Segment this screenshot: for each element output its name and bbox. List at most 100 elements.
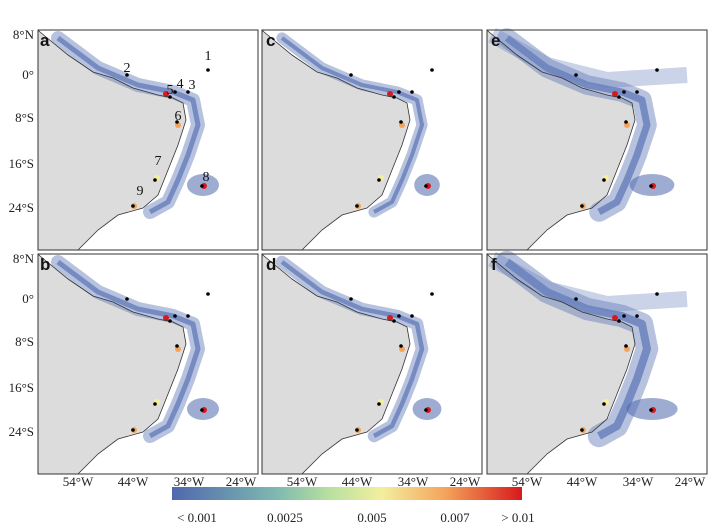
panel-letter: c bbox=[266, 31, 275, 50]
site-number: 3 bbox=[189, 78, 196, 93]
site-dot bbox=[206, 68, 210, 72]
coastline bbox=[37, 253, 187, 475]
land bbox=[487, 254, 635, 474]
site-dot bbox=[397, 90, 401, 94]
colorbar-label: 0.007 bbox=[440, 510, 470, 525]
lat-label: 8°S bbox=[15, 334, 34, 349]
site-number: 4 bbox=[177, 77, 184, 92]
lon-label: 24°W bbox=[226, 474, 257, 489]
site-dot bbox=[355, 428, 359, 432]
panel-letter: e bbox=[491, 31, 500, 50]
hotspot bbox=[612, 91, 618, 97]
site-dot bbox=[410, 314, 414, 318]
site-dot bbox=[580, 204, 584, 208]
site-dot bbox=[175, 120, 179, 124]
map-panel: c bbox=[261, 29, 483, 251]
site-dot bbox=[430, 292, 434, 296]
site-dot bbox=[410, 90, 414, 94]
site-dot bbox=[153, 402, 157, 406]
lon-label: 34°W bbox=[623, 474, 654, 489]
site-dot bbox=[622, 90, 626, 94]
land bbox=[262, 30, 410, 250]
site-dot bbox=[399, 120, 403, 124]
hotspot bbox=[163, 91, 169, 97]
lon-label: 54°W bbox=[512, 474, 543, 489]
site-dot bbox=[206, 292, 210, 296]
site-dot bbox=[624, 120, 628, 124]
coastline bbox=[37, 29, 187, 251]
lat-label: 0° bbox=[22, 67, 34, 82]
colorbar-label: 0.0025 bbox=[267, 510, 303, 525]
site-dot bbox=[424, 184, 428, 188]
map-panel: e bbox=[486, 27, 708, 251]
hotspot bbox=[612, 315, 618, 321]
site-dot bbox=[392, 319, 396, 323]
hotspot bbox=[387, 315, 393, 321]
colorbar-label: > 0.01 bbox=[501, 510, 534, 525]
site-dot bbox=[655, 292, 659, 296]
site-number: 5 bbox=[167, 83, 174, 98]
lon-label: 44°W bbox=[567, 474, 598, 489]
land bbox=[38, 30, 186, 250]
dispersal-core bbox=[56, 36, 201, 215]
northwest-plume bbox=[488, 251, 688, 313]
panel-frame bbox=[261, 29, 483, 251]
site-dot bbox=[349, 73, 353, 77]
dispersal-core bbox=[56, 260, 201, 439]
site-number: 9 bbox=[137, 184, 144, 199]
lat-label: 16°S bbox=[9, 156, 34, 171]
site-dot bbox=[349, 297, 353, 301]
panel-frame bbox=[37, 253, 259, 475]
site-dot bbox=[624, 344, 628, 348]
site-dot bbox=[397, 314, 401, 318]
map-panel: f bbox=[486, 250, 708, 475]
land bbox=[487, 30, 635, 250]
site-dot bbox=[399, 344, 403, 348]
coastline bbox=[486, 253, 636, 475]
site-dot bbox=[377, 402, 381, 406]
site-dot bbox=[622, 314, 626, 318]
site-dot bbox=[200, 184, 204, 188]
site-dot bbox=[186, 314, 190, 318]
colorbar-label: 0.005 bbox=[357, 510, 386, 525]
panel-letter: a bbox=[40, 31, 50, 50]
site-dot bbox=[131, 428, 135, 432]
site-number: 1 bbox=[205, 49, 212, 64]
lon-label: 44°W bbox=[342, 474, 373, 489]
hotspot bbox=[163, 315, 169, 321]
land bbox=[262, 254, 410, 474]
dispersal-core bbox=[504, 258, 651, 440]
site-dot bbox=[392, 95, 396, 99]
panel-frame bbox=[261, 253, 483, 475]
site-dot bbox=[377, 178, 381, 182]
lon-label: 24°W bbox=[450, 474, 481, 489]
site-dot bbox=[173, 90, 177, 94]
site-number: 8 bbox=[203, 170, 210, 185]
site-dot bbox=[617, 319, 621, 323]
coastline bbox=[486, 29, 636, 251]
site-dot bbox=[355, 204, 359, 208]
hotspot bbox=[387, 91, 393, 97]
site-dot bbox=[602, 402, 606, 406]
site-dot bbox=[173, 314, 177, 318]
lon-label: 34°W bbox=[174, 474, 205, 489]
map-panel: d bbox=[261, 253, 483, 475]
panel-frame bbox=[486, 29, 708, 251]
lon-label: 54°W bbox=[63, 474, 94, 489]
site-dot bbox=[153, 178, 157, 182]
lat-label: 8°N bbox=[13, 27, 35, 42]
site-dot bbox=[655, 68, 659, 72]
lon-label: 34°W bbox=[398, 474, 429, 489]
panel-frame bbox=[37, 29, 259, 251]
lon-label: 54°W bbox=[287, 474, 318, 489]
site-dot bbox=[574, 73, 578, 77]
coastline bbox=[261, 29, 411, 251]
dispersal-core bbox=[280, 36, 424, 214]
coastline bbox=[261, 253, 411, 475]
site-dot bbox=[424, 408, 428, 412]
colorbar-label: < 0.001 bbox=[177, 510, 217, 525]
panel-letter: f bbox=[491, 255, 497, 274]
site-dot bbox=[131, 204, 135, 208]
site-number: 2 bbox=[124, 61, 131, 76]
